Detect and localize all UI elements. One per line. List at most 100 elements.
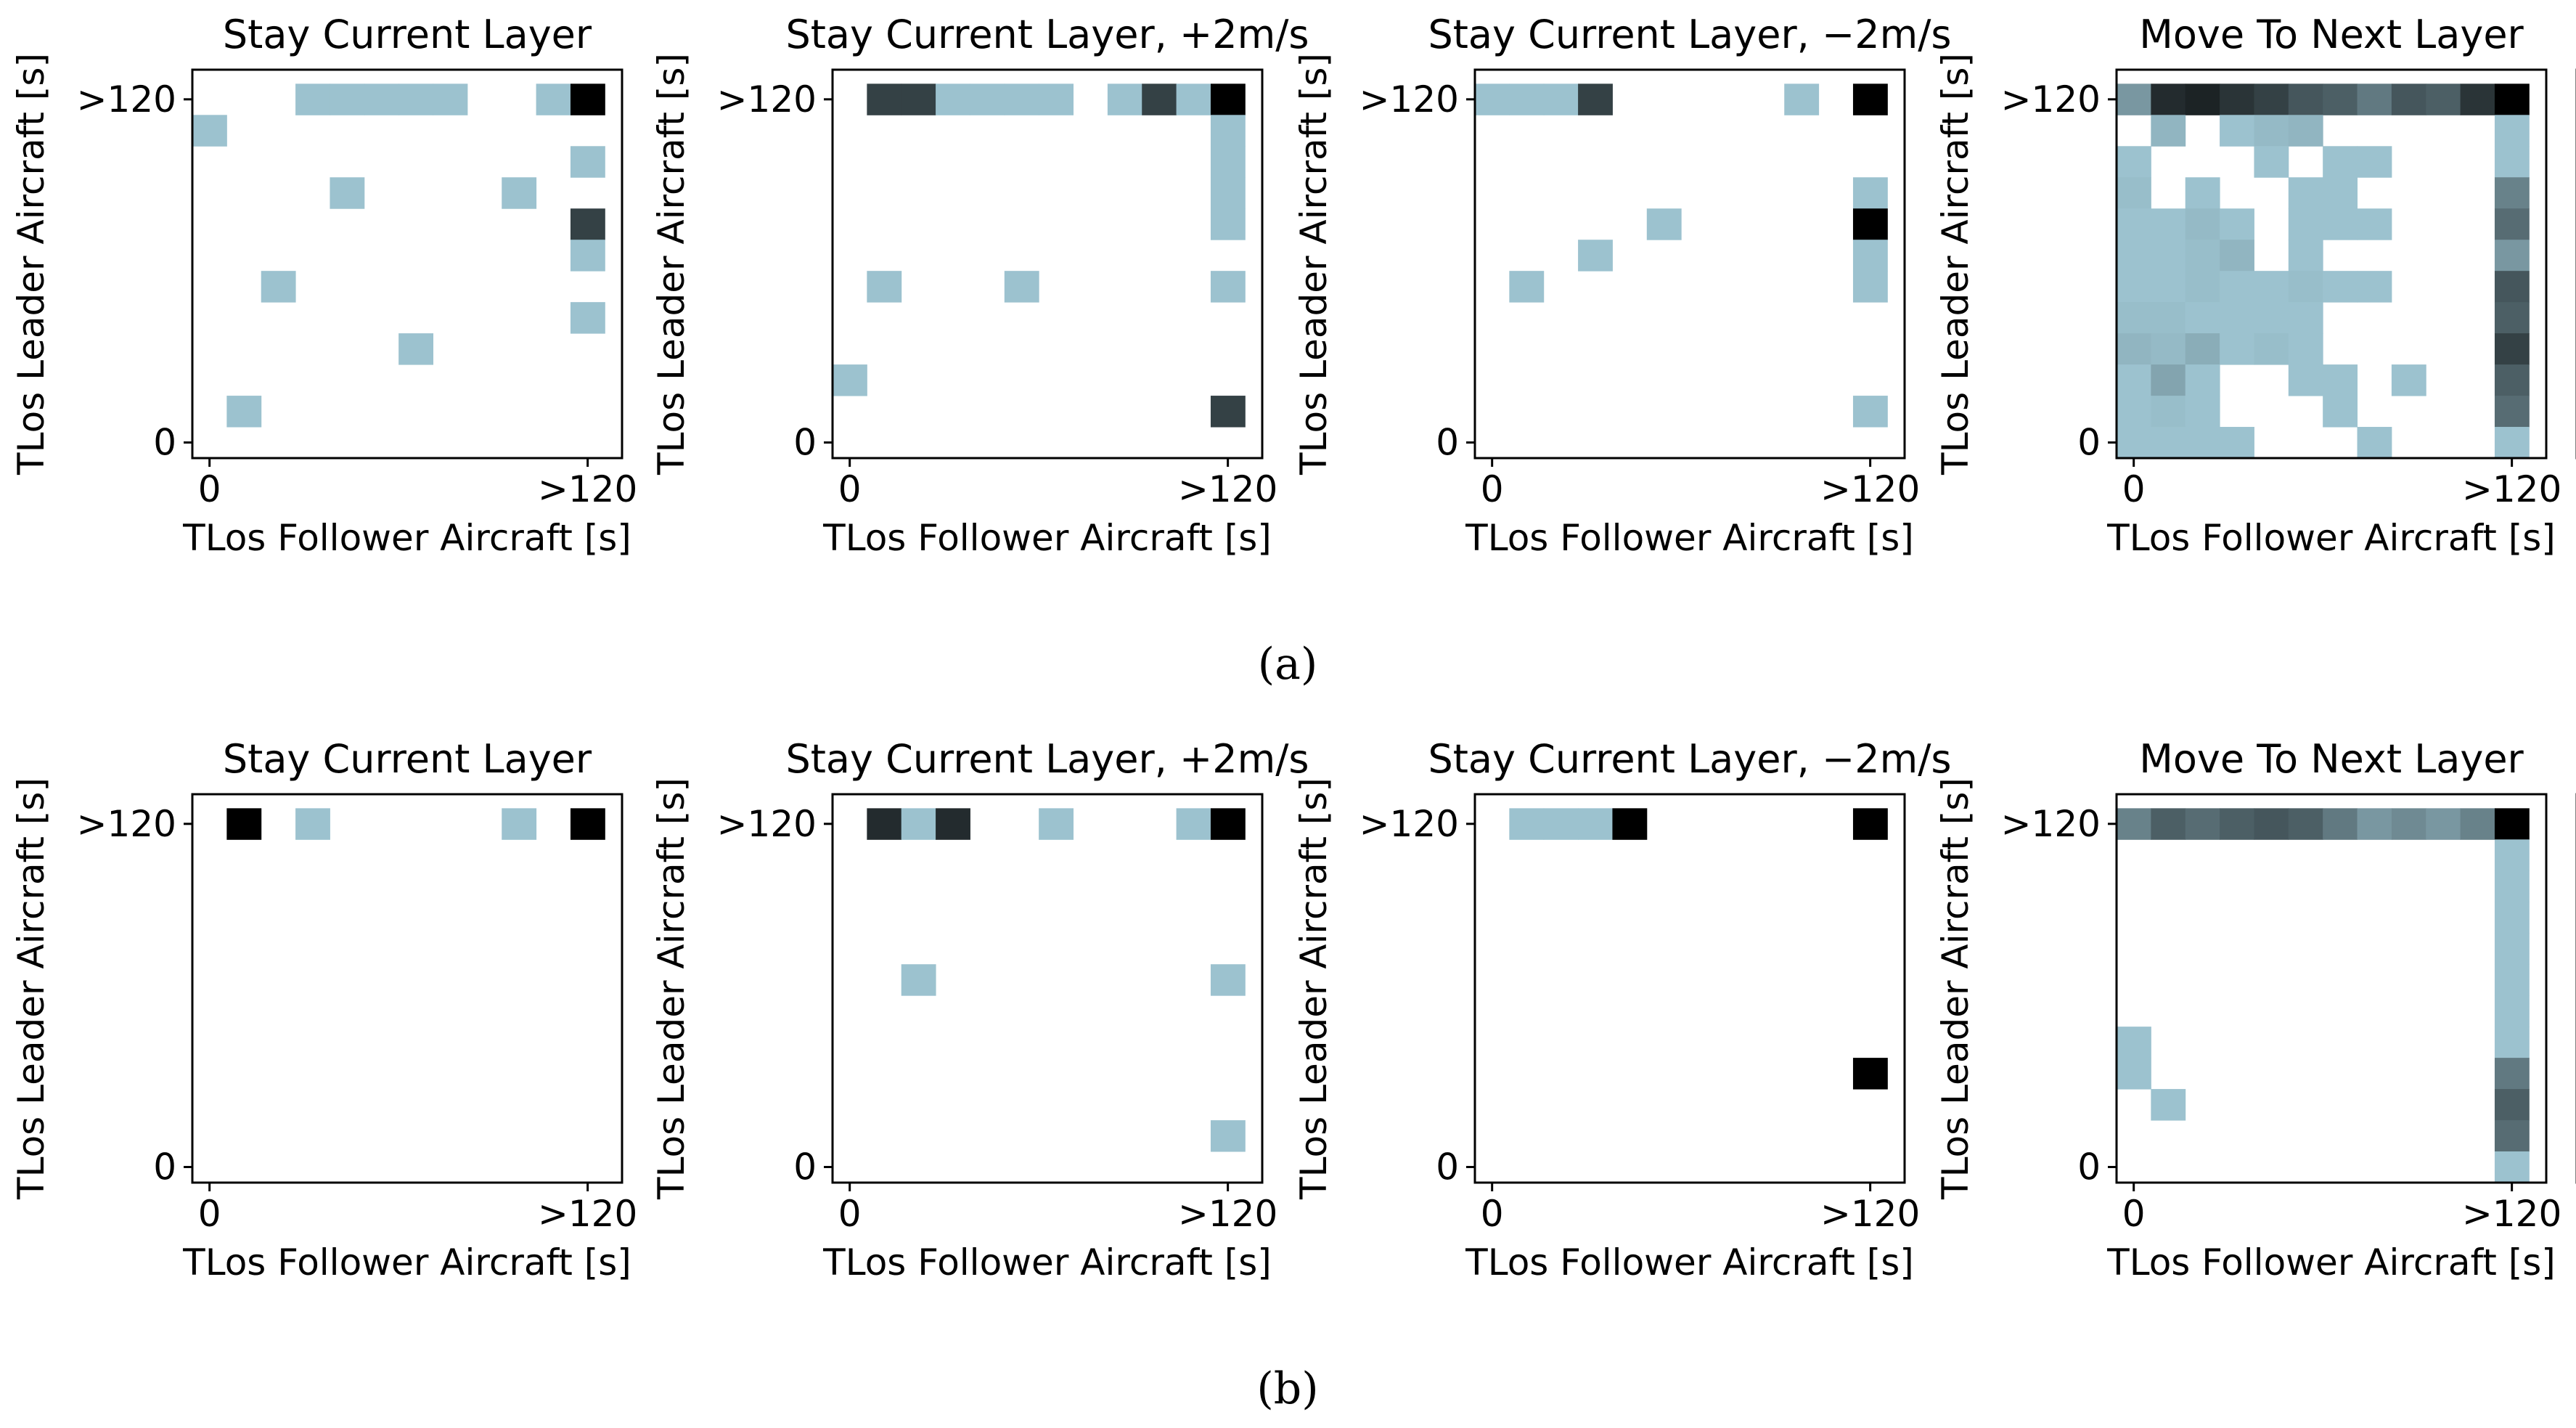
- x-tick-label: >120: [538, 468, 637, 510]
- heatmap-cell: [2288, 808, 2323, 840]
- heatmap-cell: [867, 271, 902, 303]
- x-tick-label: 0: [1481, 1193, 1504, 1235]
- axes-frame: [2115, 68, 2548, 460]
- heatmap-cell: [2494, 933, 2530, 965]
- heatmap-cell: [2323, 271, 2358, 303]
- row-label-a: (a): [1258, 639, 1318, 690]
- heatmap-cell: [2426, 83, 2461, 115]
- heatmap-cell: [2288, 177, 2323, 209]
- heatmap-cell: [1210, 83, 1246, 115]
- chart-title: Stay Current Layer: [223, 736, 592, 782]
- y-tick-label: 0: [153, 1146, 176, 1188]
- heatmap-cell: [2151, 808, 2186, 840]
- heatmap-cell: [1176, 83, 1211, 115]
- heatmap-cell: [2254, 115, 2289, 147]
- heatmap-cell: [2494, 115, 2530, 147]
- heatmap-cell: [1107, 83, 1142, 115]
- heatmap-panel-4: 0 >120 0 >120 Move To Next Layer TLos Followe…: [1934, 12, 2576, 559]
- heatmap-cell: [2185, 271, 2220, 303]
- y-tick-label: >120: [2001, 78, 2101, 121]
- chart-title: Stay Current Layer, −2m/s: [1428, 736, 1951, 782]
- heatmap-cell: [2494, 902, 2530, 934]
- heatmap-cell: [2494, 396, 2530, 428]
- heatmap-cell: [2288, 333, 2323, 365]
- axes-frame: [2115, 793, 2548, 1184]
- heatmap-panel-1: 0 >120 0 >120 Stay Current Layer TLos Followe…: [10, 12, 637, 559]
- heatmap-cell: [2117, 1058, 2151, 1090]
- heatmap-cell: [2254, 83, 2289, 115]
- heatmap-cell: [2254, 333, 2289, 365]
- axes-frame: [191, 68, 623, 460]
- y-tick-label: >120: [1359, 803, 1459, 845]
- x-axis-label: TLos Follower Aircraft [s]: [822, 1241, 1272, 1284]
- heatmap-cell: [2323, 83, 2358, 115]
- heatmap-cell: [2357, 427, 2392, 459]
- y-tick-label: 0: [793, 422, 817, 464]
- heatmap-cell: [2220, 115, 2254, 147]
- heatmap-cell: [1509, 83, 1545, 115]
- heatmap-cell: [295, 83, 330, 115]
- chart-title: Stay Current Layer, +2m/s: [785, 12, 1309, 57]
- heatmap-cell: [2185, 240, 2220, 272]
- heatmap-cell: [1210, 271, 1246, 303]
- heatmap-cell: [2185, 396, 2220, 428]
- heatmap-cell: [1852, 83, 1888, 115]
- x-tick-label: >120: [2462, 1193, 2561, 1235]
- heatmap-cell: [2494, 995, 2530, 1027]
- heatmap-cell: [2323, 808, 2358, 840]
- heatmap-cell: [2357, 83, 2392, 115]
- heatmap-cell: [2185, 177, 2220, 209]
- heatmap-panel-3: 0 >120 0 >120 Stay Current Layer, −2m/s TLos …: [1293, 12, 1952, 559]
- heatmap-cell: [192, 115, 227, 147]
- heatmap-cell: [2357, 271, 2392, 303]
- y-axis-label: TLos Leader Aircraft [s]: [1934, 778, 1976, 1200]
- chart-title: Stay Current Layer: [223, 12, 592, 57]
- heatmap-cell: [2494, 808, 2530, 840]
- axes-frame: [1473, 793, 1906, 1184]
- heatmap-cell: [2494, 240, 2530, 272]
- chart-title: Stay Current Layer, −2m/s: [1428, 12, 1951, 57]
- x-axis-label: TLos Follower Aircraft [s]: [822, 517, 1272, 559]
- x-tick-label: >120: [538, 1193, 637, 1235]
- heatmap-cell: [2323, 396, 2358, 428]
- heatmap-cell: [2323, 177, 2358, 209]
- heatmap-cell: [570, 83, 605, 115]
- heatmap-cell: [1210, 146, 1246, 178]
- y-axis-label: TLos Leader Aircraft [s]: [10, 53, 52, 476]
- heatmap-cell: [901, 964, 936, 996]
- heatmap-cell: [2220, 83, 2254, 115]
- heatmap-cell: [2185, 808, 2220, 840]
- heatmap-cell: [2117, 364, 2151, 396]
- heatmap-cell: [570, 208, 605, 240]
- x-tick-label: 0: [198, 468, 221, 510]
- y-tick-label: 0: [2077, 1146, 2101, 1188]
- heatmap-panel-8: 0 >120 0 >120 Move To Next Layer TLos Followe…: [1934, 736, 2576, 1284]
- heatmap-cell: [1784, 83, 1820, 115]
- heatmap-cell: [2117, 333, 2151, 365]
- heatmap-cell: [226, 396, 262, 428]
- heatmap-cell: [1852, 177, 1888, 209]
- heatmap-cell: [2391, 364, 2426, 396]
- y-tick-label: 0: [793, 1146, 817, 1188]
- heatmap-cell: [1612, 808, 1648, 840]
- heatmap-cell: [2494, 333, 2530, 365]
- heatmap-cell: [2494, 271, 2530, 303]
- heatmap-cell: [1646, 208, 1682, 240]
- heatmap-cell: [1509, 271, 1545, 303]
- heatmap-cell: [1852, 208, 1888, 240]
- heatmap-cell: [1210, 396, 1246, 428]
- heatmap-cell: [2494, 302, 2530, 334]
- heatmap-cell: [2494, 964, 2530, 996]
- heatmap-cell: [2494, 208, 2530, 240]
- chart-title: Move To Next Layer: [2139, 12, 2524, 57]
- heatmap-cell: [2220, 808, 2254, 840]
- y-tick-label: >120: [717, 78, 817, 121]
- heatmap-cell: [2185, 83, 2220, 115]
- axes-frame: [831, 68, 1264, 460]
- heatmap-cell: [2254, 271, 2289, 303]
- heatmap-cell: [1852, 396, 1888, 428]
- x-axis-label: TLos Follower Aircraft [s]: [2106, 1241, 2556, 1284]
- heatmap-cell: [570, 302, 605, 334]
- heatmap-cell: [1475, 83, 1510, 115]
- heatmap-cell: [2254, 146, 2289, 178]
